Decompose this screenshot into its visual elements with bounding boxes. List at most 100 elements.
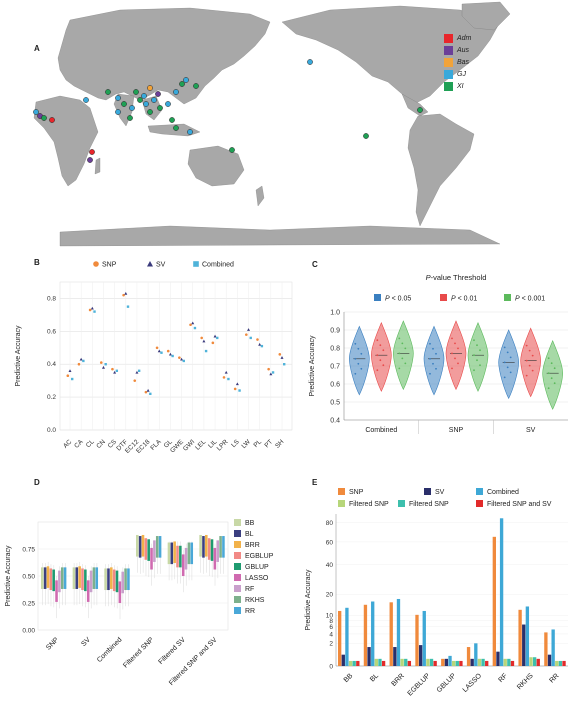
australia-landmass xyxy=(187,145,245,187)
sample-dot xyxy=(147,109,153,115)
bar-e xyxy=(341,654,345,666)
xtick-label-d: Combined xyxy=(96,636,124,664)
bar-e xyxy=(492,536,496,666)
point-snp-b xyxy=(178,356,181,359)
sample-dot xyxy=(417,107,423,113)
legend-swatch-d xyxy=(234,552,241,559)
violin-point-c xyxy=(509,356,512,359)
violin-point-c xyxy=(547,372,550,375)
xtick-label-e: BRR xyxy=(390,672,405,687)
ylabel-d: Predictive Accuracy xyxy=(5,545,12,607)
bar-e xyxy=(396,598,401,666)
ytick-label-d: 0.50 xyxy=(22,573,35,580)
xtick-label-b: FLA xyxy=(149,438,163,452)
violin-c xyxy=(467,322,489,392)
bar-e xyxy=(352,660,356,666)
box-d xyxy=(75,567,79,589)
legend-label-e: SNP xyxy=(349,489,364,496)
box-d xyxy=(202,536,205,558)
box-d xyxy=(179,545,182,568)
bar-e xyxy=(477,658,482,666)
xtick-label-b: CN xyxy=(95,438,107,450)
violin-point-c xyxy=(432,362,434,365)
sample-dot xyxy=(49,117,55,123)
violin-point-c xyxy=(476,359,478,362)
legend-label-e: Filtered SNP xyxy=(349,501,389,508)
bar-e xyxy=(356,660,360,666)
bar-e xyxy=(338,610,342,666)
box-d xyxy=(205,534,208,557)
sample-dot xyxy=(133,89,139,95)
xtick-label-d: Filtered SNP xyxy=(122,636,155,669)
point-combined-b xyxy=(171,354,174,358)
box-d xyxy=(89,570,93,593)
ylabel-e: Predictive Accuracy xyxy=(305,569,312,631)
violin-point-c xyxy=(506,366,509,369)
xtick-label-b: AC xyxy=(62,438,74,450)
ytick-label-c: 0.8 xyxy=(330,345,340,352)
legend-swatch-d xyxy=(234,530,241,537)
ytick-label-c: 0.7 xyxy=(330,363,340,370)
sample-dot xyxy=(169,117,175,123)
legend-swatch-e xyxy=(476,500,483,507)
legend-label-d: GBLUP xyxy=(245,564,269,571)
violin-c xyxy=(393,320,414,391)
violin-point-c xyxy=(432,347,434,350)
violin-point-c xyxy=(479,349,481,352)
box-d xyxy=(199,534,202,557)
violin-point-c xyxy=(354,372,357,375)
violin-point-c xyxy=(360,352,363,355)
violin-point-c xyxy=(451,367,453,370)
legend-swatch-c xyxy=(504,294,511,301)
ytick-label-e: 80 xyxy=(326,520,334,527)
point-snp-b xyxy=(144,390,148,394)
point-sv-b xyxy=(113,370,117,374)
map-legend-label: Bas xyxy=(457,59,470,66)
chart-d: 0.00 0.25 0.50 0.75 Predictive Accuracy SNP SV… xyxy=(5,519,274,687)
bar-e xyxy=(455,660,459,666)
sample-dot xyxy=(137,97,143,103)
box-d xyxy=(72,567,76,589)
legend-swatch-d xyxy=(234,519,241,526)
xtick-label-b: CS xyxy=(107,438,119,450)
bar-e xyxy=(547,654,552,666)
xtick-label-b: SH xyxy=(274,438,286,450)
bar-e xyxy=(429,658,434,666)
xtick-label-e: RF xyxy=(497,672,509,684)
group-label-c: SV xyxy=(526,427,536,434)
xtick-label-b: PL xyxy=(253,438,264,449)
xtick-label-b: GL xyxy=(163,438,174,449)
point-sv-b xyxy=(247,328,251,331)
sample-dot xyxy=(183,77,189,83)
box-d xyxy=(112,569,116,592)
legend-label-c: P < 0.001 xyxy=(515,296,545,303)
legend-label-d: LASSO xyxy=(245,575,269,582)
violin-point-c xyxy=(473,369,475,372)
legend-swatch-d xyxy=(234,596,241,603)
ytick-label-e: 60 xyxy=(326,539,334,546)
north-america-landmass xyxy=(281,5,501,105)
bar-e xyxy=(503,658,507,666)
box-d xyxy=(110,567,113,589)
legend-label-d: EGBLUP xyxy=(245,553,274,560)
violin-point-c xyxy=(457,362,459,365)
world-map xyxy=(33,1,511,247)
ytick-label-b: 0.8 xyxy=(47,295,56,302)
point-combined-b xyxy=(271,371,275,374)
violin-point-c xyxy=(382,349,385,352)
ytick-label-e: 4 xyxy=(329,631,333,638)
legend-swatch-e xyxy=(424,488,431,495)
ytick-label-e: 8 xyxy=(329,618,333,625)
violin-point-c xyxy=(528,349,531,352)
violin-point-c xyxy=(429,357,431,360)
sample-dot xyxy=(83,97,89,103)
box-d xyxy=(104,568,107,591)
violin-point-c xyxy=(531,354,534,357)
bar-e xyxy=(367,647,371,666)
point-combined-b xyxy=(71,377,74,381)
bar-e xyxy=(404,658,408,666)
bar-e xyxy=(510,660,515,666)
group-label-c: SNP xyxy=(449,427,464,434)
bar-e xyxy=(466,647,471,666)
